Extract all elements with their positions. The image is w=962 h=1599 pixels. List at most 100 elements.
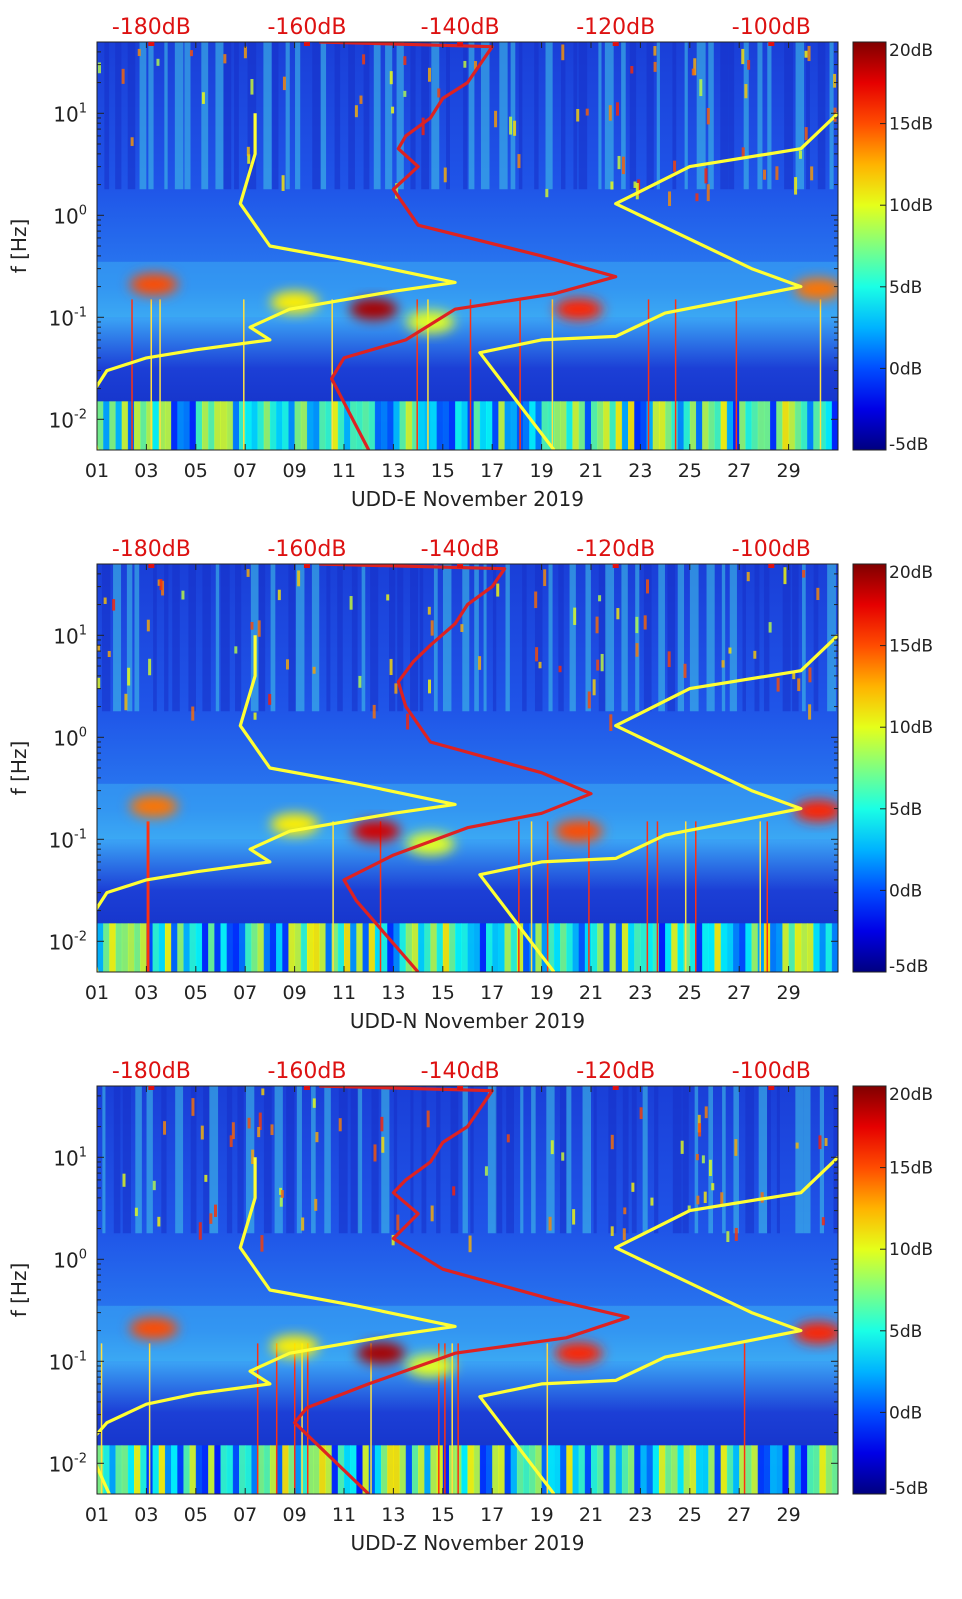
- noise-streak: [827, 564, 836, 712]
- noise-speckle: [253, 712, 257, 720]
- noise-streak: [357, 1086, 363, 1234]
- lowfreq-column: [560, 401, 567, 450]
- noise-streak: [446, 42, 450, 190]
- noise-streak: [708, 1086, 714, 1234]
- lowfreq-column: [695, 1445, 703, 1494]
- spectral-energy-blob: [406, 1354, 455, 1377]
- spectral-energy-blob: [554, 1342, 603, 1365]
- lowfreq-column: [399, 923, 407, 972]
- lowfreq-column: [776, 1445, 783, 1494]
- noise-speckle: [792, 671, 796, 680]
- noise-speckle: [285, 659, 289, 670]
- noise-speckle: [189, 50, 193, 57]
- lowfreq-column: [702, 1445, 709, 1494]
- noise-streak: [548, 564, 553, 712]
- noise-speckle: [775, 166, 779, 180]
- lowfreq-column: [177, 1445, 184, 1494]
- noise-streak: [631, 1086, 637, 1234]
- lowfreq-column: [652, 923, 660, 972]
- lowfreq-column: [306, 923, 314, 972]
- noise-speckle: [209, 1213, 213, 1224]
- spectrogram-image: [97, 42, 838, 450]
- x-tick-label: 19: [530, 1504, 554, 1526]
- noise-speckle: [535, 647, 539, 662]
- noise-speckle: [635, 643, 639, 657]
- noise-speckle: [810, 166, 814, 181]
- lowfreq-column: [572, 1445, 580, 1494]
- lowfreq-column: [547, 1445, 555, 1494]
- noise-streak: [184, 42, 191, 190]
- noise-speckle: [421, 117, 425, 136]
- lowfreq-column: [232, 1445, 240, 1494]
- noise-speckle: [426, 1110, 430, 1128]
- noise-streak: [410, 1086, 414, 1234]
- spectral-energy-blob: [554, 820, 603, 843]
- lowfreq-column: [220, 923, 228, 972]
- noise-speckle: [386, 594, 390, 601]
- lowfreq-column: [109, 1445, 117, 1494]
- lowfreq-column: [609, 401, 617, 450]
- lowfreq-column: [658, 923, 666, 972]
- top-db-label: -120dB: [576, 15, 655, 40]
- lowfreq-column: [572, 401, 580, 450]
- noise-streak: [203, 1086, 211, 1234]
- colorbar: -5dB 0dB 5dB 10dB 15dB 20dB: [852, 41, 933, 455]
- lowfreq-column: [288, 923, 296, 972]
- lowfreq-column: [313, 401, 320, 450]
- lowfreq-column: [393, 401, 401, 450]
- noise-speckle: [430, 1205, 434, 1222]
- noise-speckle: [610, 1226, 614, 1236]
- y-tick-label: 100: [53, 203, 87, 228]
- top-db-label: -120dB: [576, 1059, 655, 1084]
- noise-speckle: [391, 106, 395, 114]
- x-tick-label: 11: [332, 460, 356, 482]
- noise-speckle: [821, 1217, 825, 1226]
- noise-speckle: [247, 1117, 251, 1129]
- lowfreq-column: [763, 401, 771, 450]
- lowfreq-column: [652, 401, 660, 450]
- lowfreq-column: [313, 1445, 320, 1494]
- noise-speckle: [706, 108, 710, 125]
- x-tick-label: 23: [628, 460, 652, 482]
- colorbar: -5dB 0dB 5dB 10dB 15dB 20dB: [852, 563, 933, 977]
- lowfreq-column: [831, 923, 838, 972]
- noise-streak: [361, 564, 366, 712]
- noise-streak: [585, 564, 591, 712]
- lowfreq-column: [510, 401, 518, 450]
- lowfreq-column: [195, 1445, 203, 1494]
- lowfreq-column: [294, 1445, 302, 1494]
- lowfreq-column: [726, 923, 734, 972]
- noise-speckle: [550, 1140, 554, 1155]
- noise-speckle: [159, 579, 163, 591]
- lowfreq-column: [300, 923, 308, 972]
- noise-streak: [470, 1086, 474, 1234]
- noise-speckle: [673, 160, 677, 172]
- noise-streak: [295, 42, 301, 190]
- noise-speckle: [617, 155, 621, 170]
- noise-speckle: [706, 184, 710, 202]
- lowfreq-column: [146, 401, 154, 450]
- noise-streak: [234, 42, 239, 190]
- x-tick-label: 27: [727, 982, 751, 1004]
- lowfreq-column: [214, 923, 221, 972]
- colorbar-tick-label: 10dB: [889, 196, 933, 216]
- noise-streak: [802, 564, 806, 712]
- noise-streak: [113, 564, 122, 712]
- lowfreq-column: [677, 923, 685, 972]
- microseism-band: [97, 783, 838, 840]
- lowfreq-column: [628, 923, 635, 972]
- noise-streak: [245, 1086, 255, 1234]
- noise-speckle: [103, 597, 107, 604]
- lowfreq-column: [782, 923, 790, 972]
- noise-streak: [312, 42, 321, 190]
- y-tick-label: 10-1: [49, 305, 87, 330]
- lowfreq-column: [158, 923, 166, 972]
- noise-speckle: [301, 1217, 305, 1231]
- lowfreq-column: [486, 923, 493, 972]
- spectral-energy-blob: [270, 291, 319, 314]
- noise-speckle: [380, 1116, 384, 1132]
- lowfreq-column: [251, 1445, 259, 1494]
- noise-streak: [573, 42, 578, 190]
- noise-streak: [351, 564, 358, 712]
- noise-speckle: [277, 589, 281, 601]
